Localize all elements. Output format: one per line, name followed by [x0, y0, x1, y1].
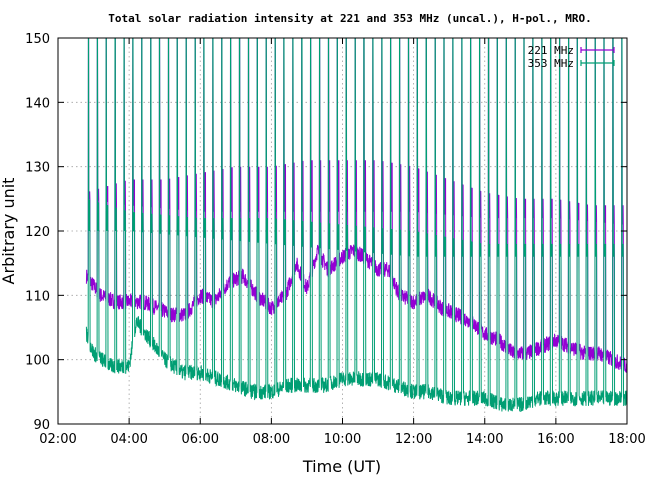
x-tick-label: 18:00 — [608, 432, 645, 447]
grid — [58, 38, 627, 424]
chart-title: Total solar radiation intensity at 221 a… — [108, 12, 591, 25]
x-tick-label: 14:00 — [466, 432, 503, 447]
y-tick-label: 150 — [25, 32, 50, 47]
plot-area — [85, 38, 627, 413]
x-tick-label: 10:00 — [324, 432, 361, 447]
legend-label: 353 MHz — [528, 57, 574, 70]
y-tick-label: 130 — [25, 161, 50, 176]
x-tick-label: 12:00 — [395, 432, 432, 447]
x-tick-label: 16:00 — [537, 432, 574, 447]
y-tick-label: 100 — [25, 354, 50, 369]
x-tick-label: 04:00 — [110, 432, 147, 447]
x-tick-label: 08:00 — [253, 432, 290, 447]
x-tick-label: 06:00 — [182, 432, 219, 447]
x-axis-label: Time (UT) — [302, 457, 381, 476]
y-tick-label: 110 — [25, 289, 50, 304]
axes: 90 100 110 120 130 140 150 02:00 04:00 06:00 08:00… — [25, 32, 646, 447]
legend-label: 221 MHz — [528, 44, 574, 57]
y-tick-label: 90 — [33, 418, 50, 433]
y-tick-label: 120 — [25, 225, 50, 240]
y-axis-label: Arbitrary unit — [0, 178, 18, 285]
y-tick-label: 140 — [25, 96, 50, 111]
series-line-353mhz — [85, 38, 627, 413]
x-tick-label: 02:00 — [39, 432, 76, 447]
